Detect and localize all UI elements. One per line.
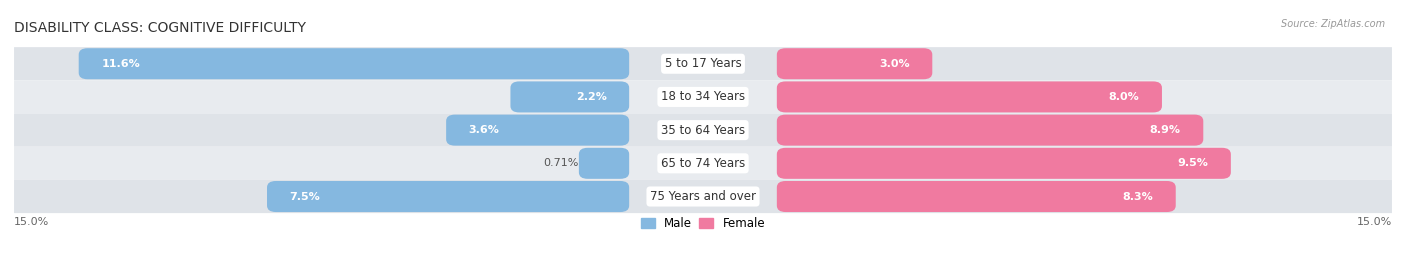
Text: 15.0%: 15.0% [1357, 217, 1392, 227]
FancyBboxPatch shape [14, 180, 1392, 213]
FancyBboxPatch shape [14, 80, 1392, 113]
Text: Source: ZipAtlas.com: Source: ZipAtlas.com [1281, 19, 1385, 29]
FancyBboxPatch shape [778, 82, 1161, 112]
Text: 8.9%: 8.9% [1150, 125, 1181, 135]
Text: 35 to 64 Years: 35 to 64 Years [661, 124, 745, 137]
Text: 2.2%: 2.2% [575, 92, 606, 102]
FancyBboxPatch shape [14, 47, 1392, 80]
FancyBboxPatch shape [778, 181, 1175, 212]
FancyBboxPatch shape [778, 48, 932, 79]
Text: 8.3%: 8.3% [1122, 191, 1153, 201]
FancyBboxPatch shape [778, 148, 1230, 179]
Text: 15.0%: 15.0% [14, 217, 49, 227]
Text: 75 Years and over: 75 Years and over [650, 190, 756, 203]
Text: 7.5%: 7.5% [290, 191, 321, 201]
FancyBboxPatch shape [79, 48, 628, 79]
Text: 5 to 17 Years: 5 to 17 Years [665, 57, 741, 70]
Text: 18 to 34 Years: 18 to 34 Years [661, 90, 745, 103]
Text: 3.0%: 3.0% [879, 59, 910, 69]
Text: 11.6%: 11.6% [101, 59, 141, 69]
Text: 0.71%: 0.71% [543, 158, 578, 168]
FancyBboxPatch shape [446, 114, 628, 146]
Text: DISABILITY CLASS: COGNITIVE DIFFICULTY: DISABILITY CLASS: COGNITIVE DIFFICULTY [14, 21, 307, 35]
FancyBboxPatch shape [579, 148, 628, 179]
Text: 9.5%: 9.5% [1177, 158, 1208, 168]
FancyBboxPatch shape [14, 147, 1392, 180]
Text: 65 to 74 Years: 65 to 74 Years [661, 157, 745, 170]
FancyBboxPatch shape [267, 181, 628, 212]
Legend: Male, Female: Male, Female [641, 217, 765, 230]
FancyBboxPatch shape [510, 82, 628, 112]
Text: 8.0%: 8.0% [1108, 92, 1139, 102]
FancyBboxPatch shape [14, 113, 1392, 147]
Text: 3.6%: 3.6% [468, 125, 499, 135]
FancyBboxPatch shape [778, 114, 1204, 146]
